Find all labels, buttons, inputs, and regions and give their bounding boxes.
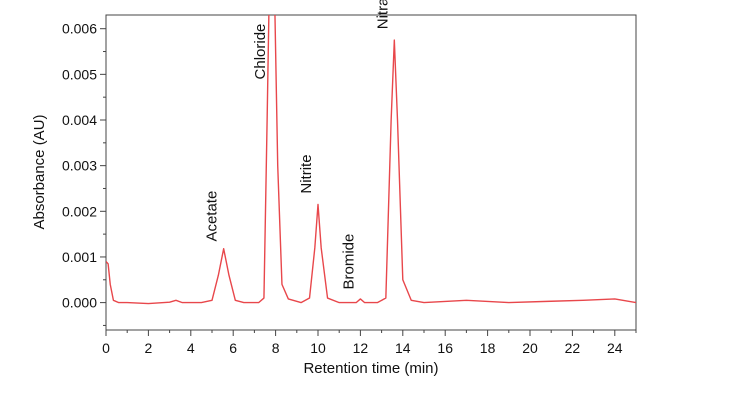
peak-label: Chloride	[252, 24, 269, 80]
x-tick-label: 24	[607, 340, 623, 356]
y-tick-label: 0.003	[62, 158, 97, 174]
x-tick-label: 6	[229, 340, 237, 356]
y-tick-label: 0.001	[62, 249, 97, 265]
x-axis: 0 2 4 6 8 10 12 14 16 18 20 22 24	[102, 330, 637, 356]
peak-label: Nitrate	[374, 0, 391, 29]
x-tick-label: 4	[187, 340, 195, 356]
x-tick-label: 20	[522, 340, 538, 356]
x-tick-label: 18	[480, 340, 496, 356]
x-tick-label: 0	[102, 340, 110, 356]
peak-label: Acetate	[204, 191, 221, 242]
x-tick-label: 8	[272, 340, 280, 356]
y-tick-label: 0.005	[62, 66, 97, 82]
annotation-layer: Acetate Chloride Nitrite Bromide Nitrate	[204, 0, 392, 289]
x-tick-label: 14	[395, 340, 411, 356]
peak-label: Bromide	[340, 234, 357, 290]
x-tick-label: 16	[437, 340, 453, 356]
y-tick-label: 0.004	[62, 112, 97, 128]
y-axis: 0.000 0.001 0.002 0.003 0.004 0.005 0.006	[62, 21, 106, 326]
series-layer	[106, 15, 636, 305]
x-tick-label: 10	[310, 340, 326, 356]
y-tick-label: 0.000	[62, 295, 97, 311]
x-tick-label: 22	[565, 340, 581, 356]
y-tick-label: 0.002	[62, 203, 97, 219]
plot-frame	[105, 14, 637, 331]
peak-label: Nitrite	[298, 154, 315, 193]
x-tick-label: 12	[353, 340, 369, 356]
x-axis-label: Retention time (min)	[303, 360, 438, 377]
y-tick-label: 0.006	[62, 21, 97, 37]
y-axis-label: Absorbance (AU)	[31, 114, 48, 229]
series-line	[106, 15, 636, 305]
x-tick-label: 2	[145, 340, 153, 356]
